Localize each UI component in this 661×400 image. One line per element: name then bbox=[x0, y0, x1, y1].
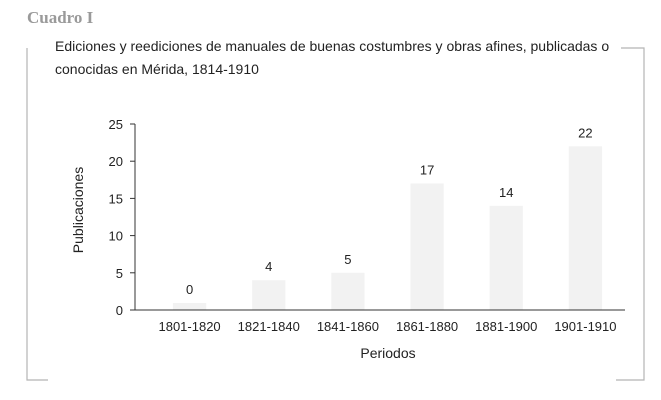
y-tick-label: 20 bbox=[109, 154, 123, 169]
x-tick-label: 1841-1860 bbox=[317, 319, 379, 334]
x-axis-label: Periodos bbox=[360, 345, 415, 361]
table-label: Cuadro I bbox=[27, 8, 94, 27]
bar bbox=[172, 303, 207, 310]
y-axis-label: Publicaciones bbox=[70, 167, 86, 253]
bar bbox=[331, 272, 365, 310]
chart-frame bbox=[26, 47, 645, 381]
data-label: 0 bbox=[186, 282, 193, 297]
x-tick-label: 1821-1840 bbox=[238, 319, 300, 334]
bar bbox=[568, 146, 603, 310]
y-tick-label: 5 bbox=[116, 266, 123, 281]
y-tick-label: 0 bbox=[116, 303, 123, 318]
x-tick-label: 1861-1880 bbox=[396, 319, 458, 334]
data-label: 4 bbox=[265, 259, 272, 274]
y-tick-label: 25 bbox=[109, 117, 123, 132]
y-tick-label: 10 bbox=[109, 229, 123, 244]
bar bbox=[410, 183, 444, 310]
bar bbox=[489, 205, 523, 310]
x-tick-label: 1881-1900 bbox=[475, 319, 537, 334]
data-label: 14 bbox=[499, 185, 513, 200]
data-label: 5 bbox=[344, 252, 351, 267]
y-tick-label: 15 bbox=[109, 191, 123, 206]
chart-title: Ediciones y reediciones de manuales de b… bbox=[55, 35, 621, 81]
data-label: 22 bbox=[578, 125, 592, 140]
data-label: 17 bbox=[420, 163, 434, 178]
x-tick-label: 1901-1910 bbox=[554, 319, 616, 334]
x-tick-label: 1801-1820 bbox=[158, 319, 220, 334]
bar bbox=[252, 280, 286, 310]
